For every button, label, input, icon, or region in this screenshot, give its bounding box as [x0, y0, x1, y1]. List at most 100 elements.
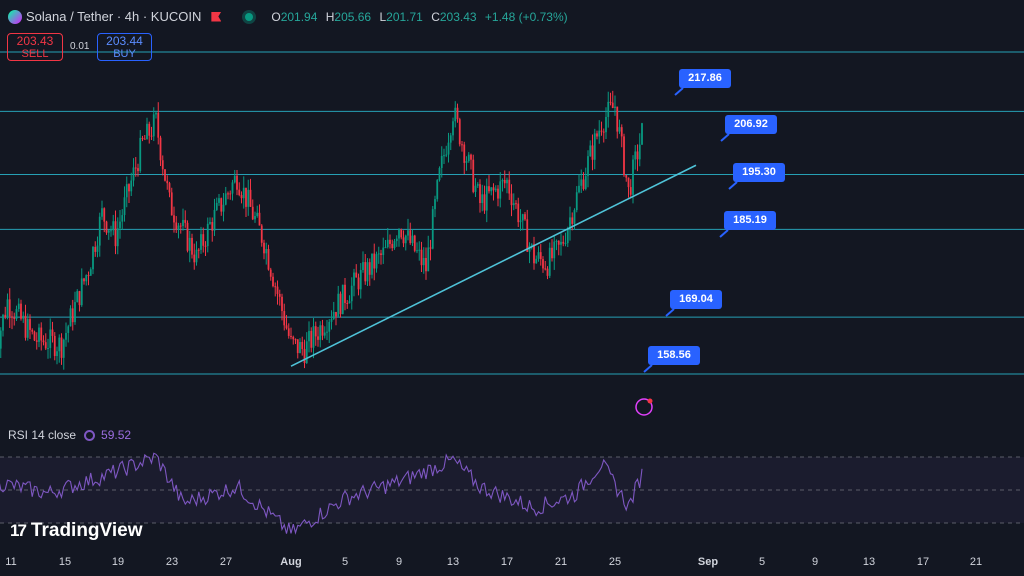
candle-body [139, 137, 142, 172]
candle-body [285, 325, 288, 329]
flag-icon[interactable] [211, 11, 222, 22]
x-tick-label: 15 [58, 556, 72, 568]
candle-body [510, 193, 513, 206]
candle-body [0, 330, 2, 349]
candle-body [341, 284, 344, 315]
candle-body [355, 272, 358, 278]
brand-name: TradingView [30, 520, 143, 541]
tradingview-logo: 17 TradingView [10, 520, 143, 542]
rsi-legend[interactable]: RSI 14 close 59.52 [8, 428, 131, 442]
buy-price: 203.44 [106, 34, 143, 48]
candle-body [589, 145, 592, 157]
candle-body [330, 318, 333, 322]
candle-body [245, 187, 247, 207]
candle-body [357, 277, 360, 290]
candle-body [22, 315, 25, 319]
level-label[interactable]: 206.92 [725, 115, 777, 134]
candle-body [272, 276, 274, 287]
x-tick-label: 13 [446, 556, 460, 568]
candle-body [301, 341, 304, 350]
candle-body [238, 189, 241, 196]
candle-body [515, 203, 517, 205]
rsi-line [0, 452, 643, 535]
candle-body [200, 234, 202, 250]
candle-body [157, 112, 160, 138]
candle-body [501, 179, 504, 182]
candle-body [103, 208, 106, 222]
candle-body [508, 179, 511, 194]
candle-body [44, 342, 47, 349]
candle-body [314, 326, 317, 337]
x-tick-label: 21 [554, 556, 568, 568]
candle-body [308, 330, 310, 342]
x-tick-label: 9 [395, 556, 403, 568]
candle-body [492, 187, 495, 191]
tradingview-icon: 17 [10, 521, 27, 540]
candle-body [53, 335, 56, 357]
candle-body [463, 144, 466, 163]
candle-body [263, 242, 265, 254]
candle-body [375, 254, 378, 269]
rsi-settings-icon[interactable] [84, 429, 96, 441]
candle-body [618, 127, 621, 132]
candle-body [416, 250, 418, 252]
candle-body [98, 216, 101, 246]
candle-body [123, 197, 126, 216]
level-label[interactable]: 158.56 [648, 346, 700, 365]
candle-body [76, 291, 79, 303]
candle-body [177, 225, 180, 230]
candle-body [80, 278, 83, 306]
candle-body [92, 246, 94, 270]
candle-body [310, 330, 313, 348]
x-tick-label: Sep [697, 556, 719, 568]
candle-body [15, 309, 18, 319]
level-label[interactable]: 195.30 [733, 163, 785, 182]
candle-body [384, 247, 387, 249]
candle-body [231, 182, 234, 194]
candle-body [247, 189, 250, 207]
level-label[interactable]: 217.86 [679, 69, 731, 88]
candle-body [26, 319, 29, 338]
candle-body [616, 106, 619, 132]
buy-button[interactable]: 203.44 BUY [97, 33, 152, 61]
candle-body [395, 238, 398, 242]
candle-body [494, 188, 497, 191]
candle-body [364, 262, 367, 282]
candle-body [346, 303, 349, 305]
candle-body [258, 212, 261, 226]
candle-body [319, 325, 322, 340]
candle-body [222, 204, 225, 212]
candle-body [636, 151, 639, 160]
candle-body [566, 229, 569, 244]
candle-body [533, 244, 535, 264]
candle-body [323, 332, 326, 336]
candle-body [557, 240, 560, 245]
candle-body [209, 222, 211, 224]
candle-body [350, 285, 353, 302]
candle-body [290, 335, 292, 337]
candle-body [377, 253, 380, 255]
candle-body [38, 327, 40, 342]
chart-header: Solana / Tether · 4h · KUCOIN O201.94 H2… [8, 9, 573, 24]
candle-body [503, 179, 506, 184]
candle-body [488, 186, 490, 192]
candle-body [164, 169, 166, 181]
candle-body [13, 317, 16, 319]
candle-body [445, 154, 448, 156]
candle-body [479, 184, 481, 204]
sell-button[interactable]: 203.43 SELL [7, 33, 63, 61]
candle-body [623, 136, 625, 176]
symbol-title[interactable]: Solana / Tether · 4h · KUCOIN [26, 9, 202, 24]
level-label[interactable]: 169.04 [670, 290, 722, 309]
candle-body [260, 225, 263, 243]
candle-body [278, 293, 281, 297]
candle-body [125, 184, 128, 198]
candle-body [400, 229, 403, 238]
candle-body [254, 216, 256, 220]
level-label[interactable]: 185.19 [724, 211, 776, 230]
candle-body [411, 235, 414, 244]
candle-body [175, 222, 178, 230]
candle-body [537, 252, 540, 259]
candle-body [227, 193, 229, 195]
